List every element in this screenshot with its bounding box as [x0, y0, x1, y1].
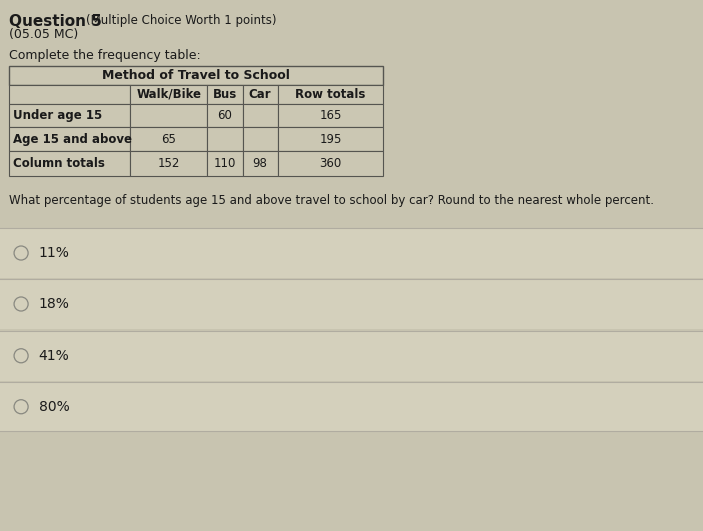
Text: 80%: 80%: [39, 400, 70, 414]
Text: Walk/Bike: Walk/Bike: [136, 88, 201, 101]
Text: Age 15 and above: Age 15 and above: [13, 133, 132, 146]
Text: 165: 165: [319, 109, 342, 122]
Text: 110: 110: [214, 157, 236, 170]
Text: 98: 98: [252, 157, 268, 170]
Text: 195: 195: [319, 133, 342, 146]
Text: (05.05 MC): (05.05 MC): [9, 28, 79, 40]
Text: Bus: Bus: [213, 88, 237, 101]
Text: 60: 60: [217, 109, 233, 122]
Text: 18%: 18%: [39, 297, 70, 311]
Text: Complete the frequency table:: Complete the frequency table:: [9, 49, 201, 62]
Text: Method of Travel to School: Method of Travel to School: [102, 69, 290, 82]
Text: Row totals: Row totals: [295, 88, 366, 101]
Text: 41%: 41%: [39, 349, 70, 363]
Text: 65: 65: [161, 133, 176, 146]
Text: 152: 152: [157, 157, 180, 170]
Text: What percentage of students age 15 and above travel to school by car? Round to t: What percentage of students age 15 and a…: [9, 194, 654, 207]
Text: 11%: 11%: [39, 246, 70, 260]
Text: Car: Car: [249, 88, 271, 101]
Text: (Multiple Choice Worth 1 points): (Multiple Choice Worth 1 points): [86, 14, 277, 27]
Text: 360: 360: [319, 157, 342, 170]
Text: Under age 15: Under age 15: [13, 109, 103, 122]
Text: Question 5: Question 5: [9, 14, 102, 29]
Text: Column totals: Column totals: [13, 157, 105, 170]
